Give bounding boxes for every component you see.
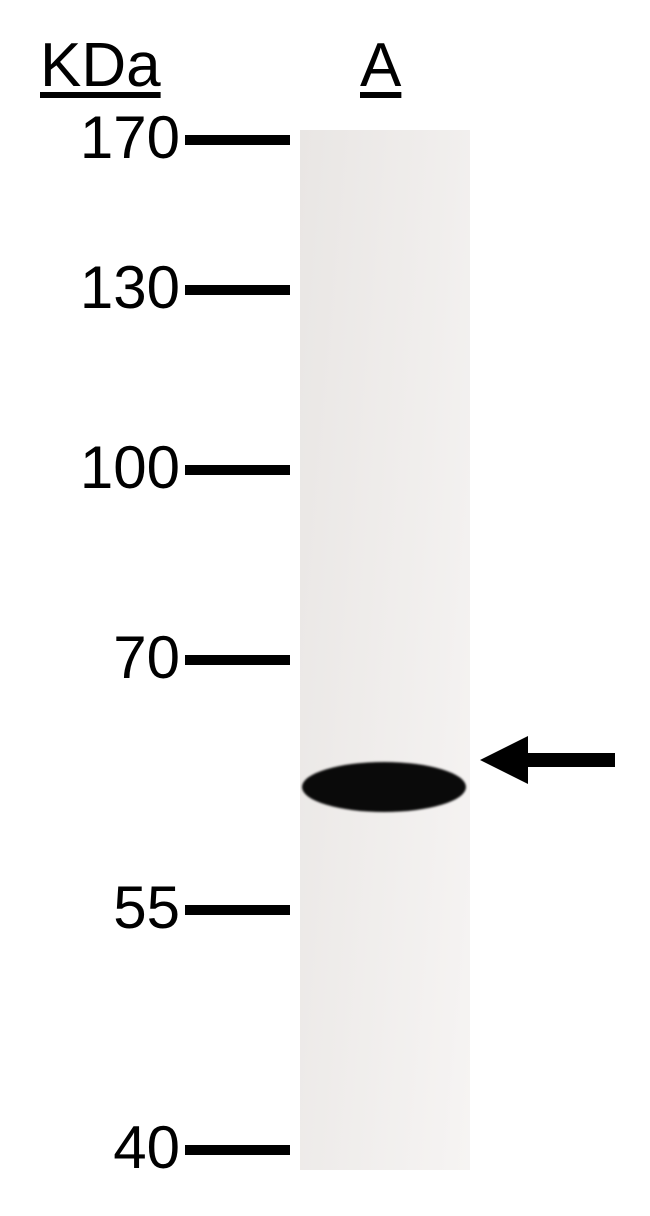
mw-label-100: 100 bbox=[80, 433, 180, 502]
mw-label-70: 70 bbox=[113, 623, 180, 692]
mw-tick-70 bbox=[185, 655, 290, 665]
western-blot-figure: KDa A 170 130 100 70 55 40 bbox=[0, 0, 650, 1216]
band-indicator-arrow bbox=[480, 736, 615, 789]
mw-label-170: 170 bbox=[80, 103, 180, 172]
arrow-left-icon bbox=[480, 736, 615, 784]
mw-tick-170 bbox=[185, 135, 290, 145]
mw-tick-40 bbox=[185, 1145, 290, 1155]
mw-label-55: 55 bbox=[113, 873, 180, 942]
protein-band bbox=[302, 762, 466, 812]
mw-label-40: 40 bbox=[113, 1113, 180, 1182]
mw-tick-55 bbox=[185, 905, 290, 915]
mw-tick-100 bbox=[185, 465, 290, 475]
lane-a-header: A bbox=[360, 30, 401, 101]
kda-header: KDa bbox=[40, 30, 161, 101]
mw-label-130: 130 bbox=[80, 253, 180, 322]
mw-tick-130 bbox=[185, 285, 290, 295]
lane-a-strip bbox=[300, 130, 470, 1170]
